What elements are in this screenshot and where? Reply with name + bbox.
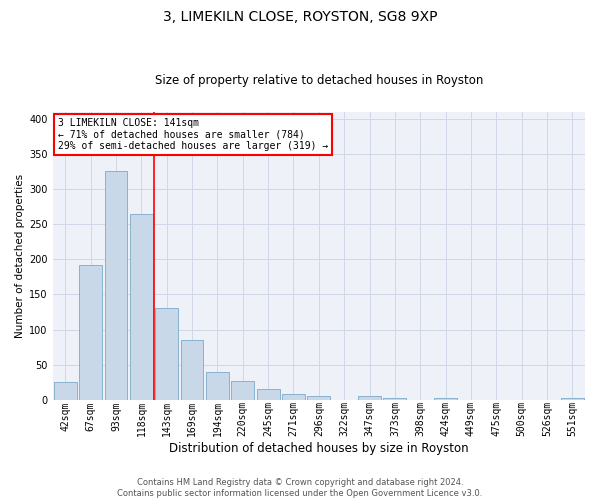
Bar <box>155 308 178 400</box>
Text: 3, LIMEKILN CLOSE, ROYSTON, SG8 9XP: 3, LIMEKILN CLOSE, ROYSTON, SG8 9XP <box>163 10 437 24</box>
Text: Contains HM Land Registry data © Crown copyright and database right 2024.
Contai: Contains HM Land Registry data © Crown c… <box>118 478 482 498</box>
Bar <box>383 398 406 400</box>
Bar <box>307 396 330 400</box>
Bar <box>206 372 229 400</box>
Text: 3 LIMEKILN CLOSE: 141sqm
← 71% of detached houses are smaller (784)
29% of semi-: 3 LIMEKILN CLOSE: 141sqm ← 71% of detach… <box>58 118 328 150</box>
X-axis label: Distribution of detached houses by size in Royston: Distribution of detached houses by size … <box>169 442 469 455</box>
Bar <box>79 265 102 400</box>
Bar <box>130 214 153 400</box>
Bar <box>232 381 254 400</box>
Bar <box>282 394 305 400</box>
Bar <box>434 398 457 400</box>
Bar <box>104 172 127 400</box>
Bar <box>561 398 584 400</box>
Bar <box>257 390 280 400</box>
Bar <box>54 382 77 400</box>
Y-axis label: Number of detached properties: Number of detached properties <box>15 174 25 338</box>
Title: Size of property relative to detached houses in Royston: Size of property relative to detached ho… <box>155 74 483 87</box>
Bar <box>181 340 203 400</box>
Bar <box>358 396 381 400</box>
